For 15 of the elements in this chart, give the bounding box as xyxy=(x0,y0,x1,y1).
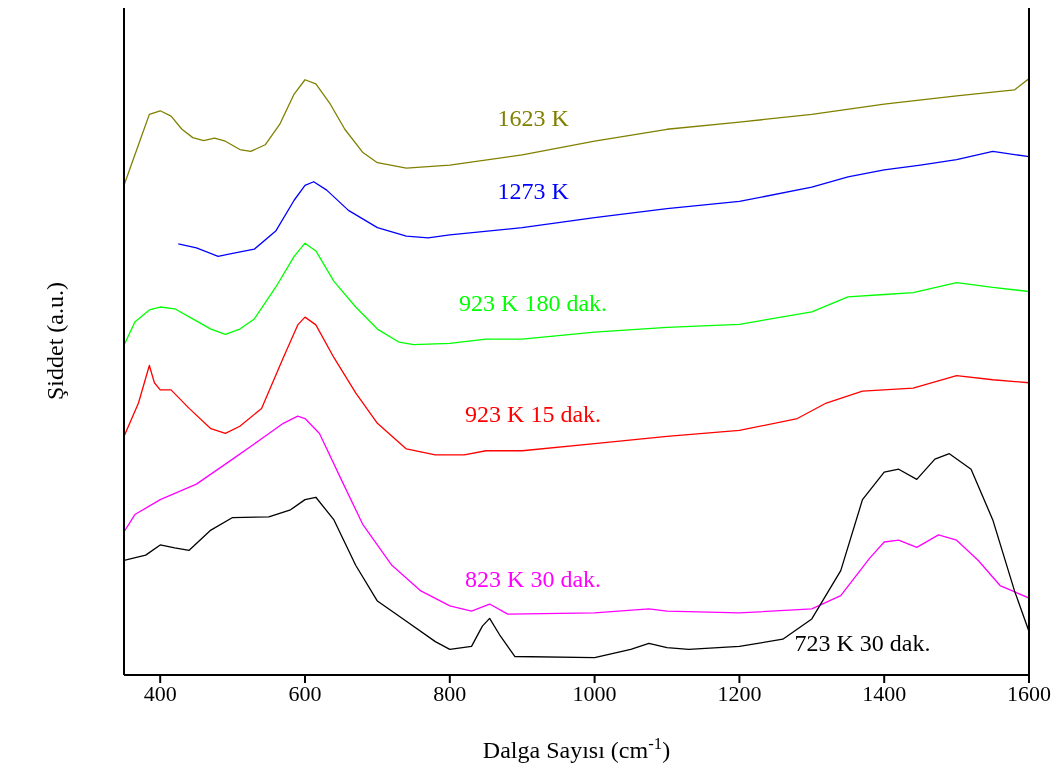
series-label: 923 K 180 dak. xyxy=(459,289,608,316)
x-tick-label: 1200 xyxy=(717,680,762,706)
series-label: 1623 K xyxy=(497,104,570,131)
x-tick-label: 800 xyxy=(433,680,467,706)
series-label: 723 K 30 dak. xyxy=(794,629,931,656)
x-axis-title: Dalga Sayısı (cm$^{-1}$) xyxy=(482,733,671,763)
y-axis-title: Şiddet (a.u.) xyxy=(41,282,68,400)
x-tick-label: 1400 xyxy=(862,680,907,706)
series-label: 823 K 30 dak. xyxy=(465,565,602,592)
x-tick-label: 1000 xyxy=(572,680,617,706)
series-label: 923 K 15 dak. xyxy=(465,401,602,428)
x-tick-label: 400 xyxy=(143,680,177,706)
x-tick-label: 600 xyxy=(288,680,322,706)
series-label: 1273 K xyxy=(497,177,570,204)
x-tick-label: 1600 xyxy=(1007,680,1051,706)
